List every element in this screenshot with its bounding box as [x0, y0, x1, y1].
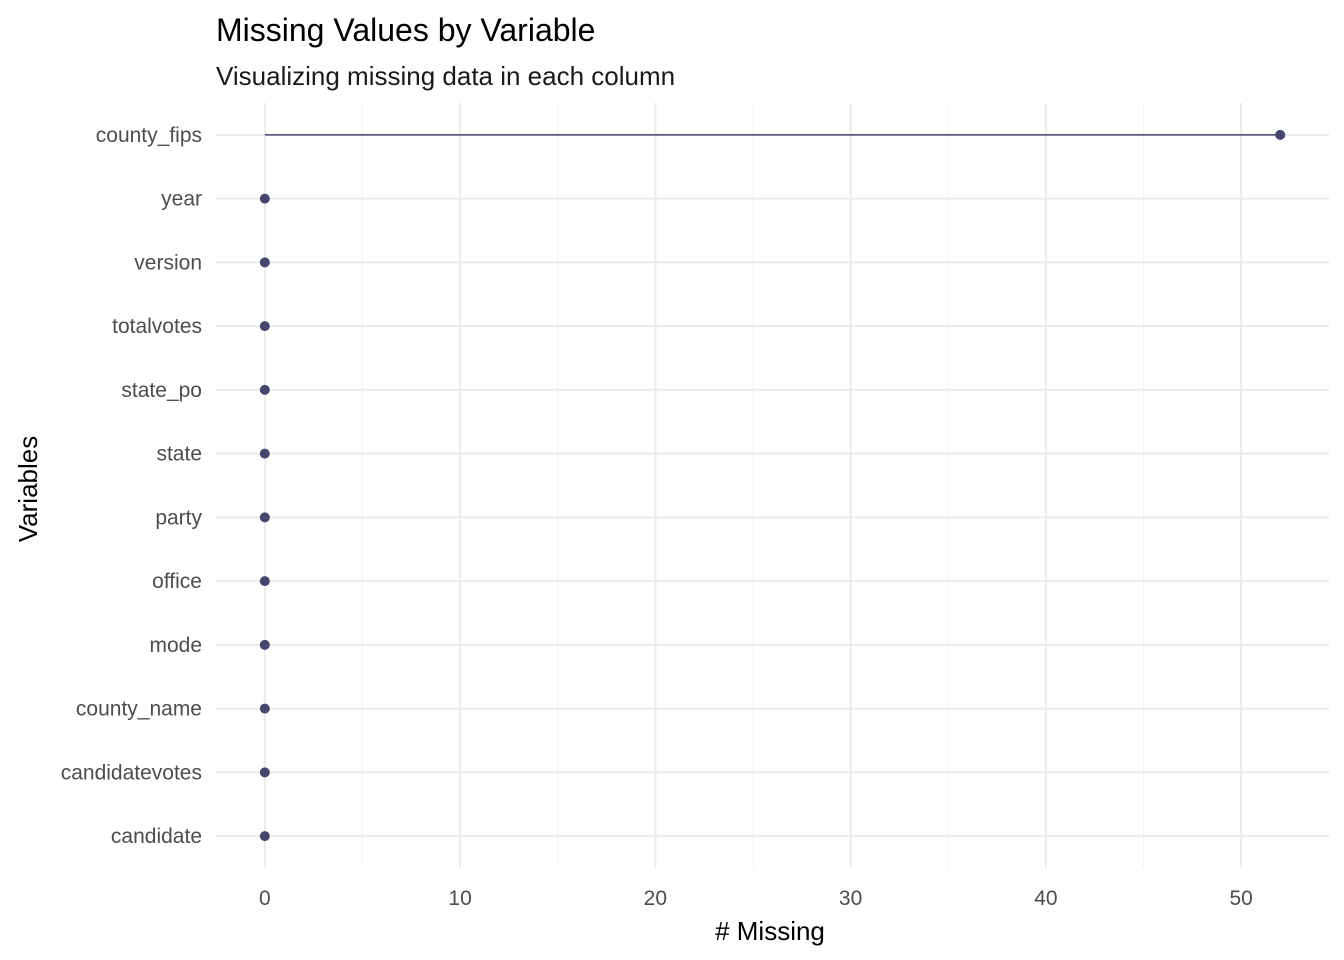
x-tick-label: 0	[259, 887, 271, 910]
x-axis-tick-labels: 0 10 20 30 40 50	[259, 887, 1253, 910]
x-axis-title: # Missing	[715, 916, 825, 946]
x-tick-label: 20	[644, 887, 667, 910]
y-tick-label: mode	[149, 634, 202, 657]
y-tick-label: state	[156, 443, 202, 466]
x-tick-label: 40	[1034, 887, 1057, 910]
y-tick-label: totalvotes	[112, 315, 202, 338]
lollipop-point	[259, 257, 270, 268]
y-tick-label: party	[155, 506, 202, 529]
chart-title: Missing Values by Variable	[216, 12, 595, 48]
lollipop-point	[259, 321, 270, 332]
y-tick-label: candidatevotes	[61, 761, 202, 784]
lollipop-point	[259, 448, 270, 459]
grid-lines	[216, 103, 1329, 868]
y-axis-title: Variables	[13, 436, 43, 542]
lollipop-point	[259, 639, 270, 650]
lollipop-point	[259, 384, 270, 395]
lollipop-point	[1275, 129, 1286, 140]
lollipop-point	[259, 767, 270, 778]
chart-subtitle: Visualizing missing data in each column	[216, 61, 675, 91]
lollipop-point	[259, 193, 270, 204]
x-tick-label: 30	[839, 887, 862, 910]
x-tick-label: 10	[448, 887, 471, 910]
y-tick-label: version	[134, 251, 202, 274]
lollipop-point	[259, 576, 270, 587]
y-tick-label: year	[161, 188, 202, 211]
y-tick-label: county_fips	[96, 124, 202, 147]
y-tick-label: county_name	[76, 698, 202, 721]
lollipop-point	[259, 703, 270, 714]
lollipop-marks	[259, 129, 1286, 842]
lollipop-point	[259, 831, 270, 842]
lollipop-point	[259, 512, 270, 523]
y-tick-label: candidate	[111, 825, 202, 848]
y-tick-label: state_po	[121, 379, 202, 402]
y-tick-label: office	[152, 570, 202, 593]
x-tick-label: 50	[1229, 887, 1252, 910]
